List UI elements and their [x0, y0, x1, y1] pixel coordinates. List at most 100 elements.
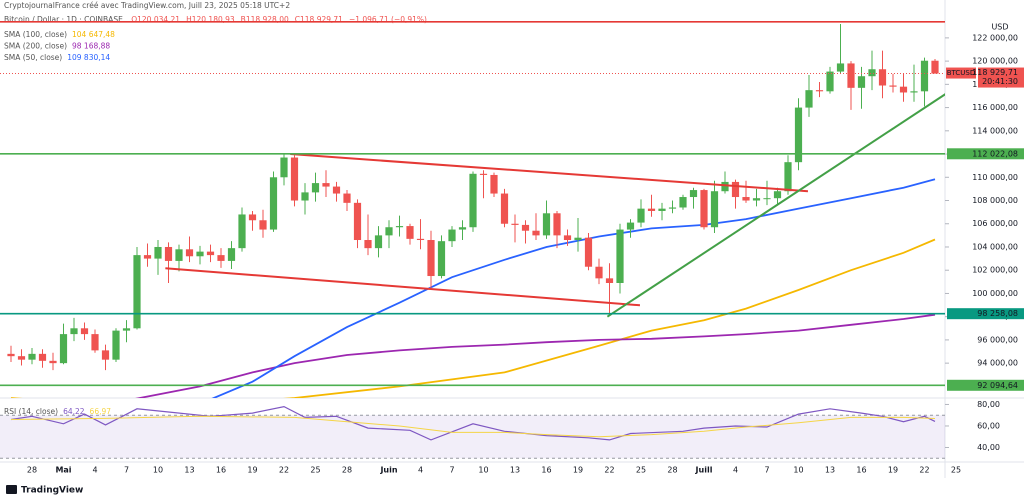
legend-value: 109 830,14 [67, 53, 110, 62]
candle-body [626, 222, 635, 230]
rsi-name: RSI (14, close) [4, 407, 58, 416]
rsi-tick-label: 60,00 [977, 421, 1000, 430]
candle-body [70, 328, 78, 335]
symbol: Bitcoin / Dollar · 1D · COINBASE [4, 15, 123, 24]
x-tick-label: 13 [510, 466, 520, 475]
candle-body [28, 353, 36, 360]
y-tick-label: 122 000,00 [972, 33, 1018, 42]
candle-body [668, 207, 677, 209]
candle-body [689, 190, 698, 198]
rsi-band [0, 415, 945, 459]
candle-body [311, 183, 320, 193]
candle-body [364, 240, 372, 249]
logo-text: TradingView [21, 486, 83, 496]
rsi-line [10, 405, 936, 441]
rsi-tick-label: 80,00 [977, 400, 1000, 409]
ohlc-value: B118 928,00 [241, 15, 289, 24]
ohlc-value: C118 929,71 [295, 15, 343, 24]
level-label: 98 258,08 [977, 309, 1018, 318]
x-tick-label: 19 [888, 466, 898, 475]
x-tick-label: 22 [919, 466, 929, 475]
candle-body [605, 278, 614, 283]
legend-entry: SMA (50, close) 109 830,14 [4, 53, 110, 62]
x-tick-label: 7 [764, 466, 769, 475]
candle-body [920, 60, 929, 92]
candle-body [448, 229, 456, 242]
trendline [606, 93, 945, 318]
level-tag [947, 379, 1024, 391]
legend-name: SMA (100, close) [4, 30, 67, 39]
y-tick-label: 94 000,00 [977, 359, 1018, 368]
candle-body [343, 193, 351, 203]
candle-body [742, 197, 750, 201]
x-tick-label: 4 [92, 466, 97, 475]
sma-line [11, 238, 936, 398]
logo-icon [6, 485, 17, 494]
legend-entry: SMA (200, close) 98 168,88 [4, 42, 110, 51]
candle-body [479, 173, 488, 175]
candle-body [710, 191, 719, 228]
candle-body [878, 69, 887, 86]
legend-entry: SMA (100, close) 104 647,48 [4, 30, 115, 39]
candle-body [133, 255, 141, 329]
candle-body [406, 226, 414, 239]
candle-body [206, 251, 215, 256]
candle-body [857, 76, 866, 88]
ohlc-value: −1 096,71 (−0,91%) [349, 15, 427, 24]
candle-body [637, 208, 645, 223]
candle-body [175, 249, 183, 261]
logo: TradingView [6, 485, 83, 496]
y-tick-label: 106 000,00 [972, 219, 1018, 228]
x-tick-label: 10 [478, 466, 488, 475]
x-tick-label: 10 [793, 466, 803, 475]
price-label: 118 929,71 [972, 68, 1018, 77]
y-tick-label: 120 000,00 [972, 57, 1018, 66]
legend-name: SMA (50, close) [4, 53, 62, 62]
x-tick-label: 28 [27, 466, 37, 475]
rsi-pane [0, 405, 945, 459]
y-tick-label: 102 000,00 [972, 266, 1018, 275]
candle-body [511, 223, 519, 225]
level-label: 112 022,08 [972, 149, 1018, 158]
level-tag [947, 148, 1024, 160]
symbol-label: BTCUSD [947, 69, 976, 77]
candle-body [185, 249, 194, 257]
candle-body [500, 193, 509, 224]
candle-body [889, 85, 897, 87]
candle-body [815, 90, 824, 92]
candle-body [794, 107, 803, 163]
candle-body [143, 255, 152, 259]
candle-body [584, 237, 593, 267]
x-tick-label: 16 [216, 466, 226, 475]
legend-value: 104 647,48 [72, 30, 115, 39]
x-tick-label: 4 [733, 466, 738, 475]
rsi-value: 64,22 [63, 407, 85, 416]
candle-body [269, 177, 278, 230]
ohlc-value: O120 034,21 [131, 15, 180, 24]
x-tick-label: 7 [124, 466, 129, 475]
candle-body [49, 360, 57, 364]
x-tick-label: 16 [856, 466, 866, 475]
candle-body [899, 86, 908, 93]
candle-body [521, 224, 530, 231]
attribution: CryptojournalFrance créé avec TradingVie… [4, 1, 290, 10]
candle-body [490, 174, 498, 194]
symbol-tag [946, 67, 976, 79]
candle-body [532, 230, 540, 236]
candle-body [196, 251, 204, 257]
x-tick-label: 22 [279, 466, 289, 475]
candle-body [374, 235, 383, 249]
level-label: 92 094,64 [977, 381, 1018, 390]
rsi-value: 66,97 [90, 407, 112, 416]
candle-body [59, 334, 68, 364]
candle-body [290, 157, 299, 201]
candle-body [679, 197, 687, 208]
candle-body [238, 214, 246, 249]
candle-body [763, 198, 771, 200]
header: Bitcoin / Dollar · 1D · COINBASE O120 03… [4, 15, 427, 24]
candle-body [101, 350, 110, 360]
ohlc-value: H120 180,93 [186, 15, 235, 24]
x-tick-label: 19 [247, 466, 257, 475]
candle-body [931, 60, 939, 74]
x-tick-label: 13 [825, 466, 835, 475]
